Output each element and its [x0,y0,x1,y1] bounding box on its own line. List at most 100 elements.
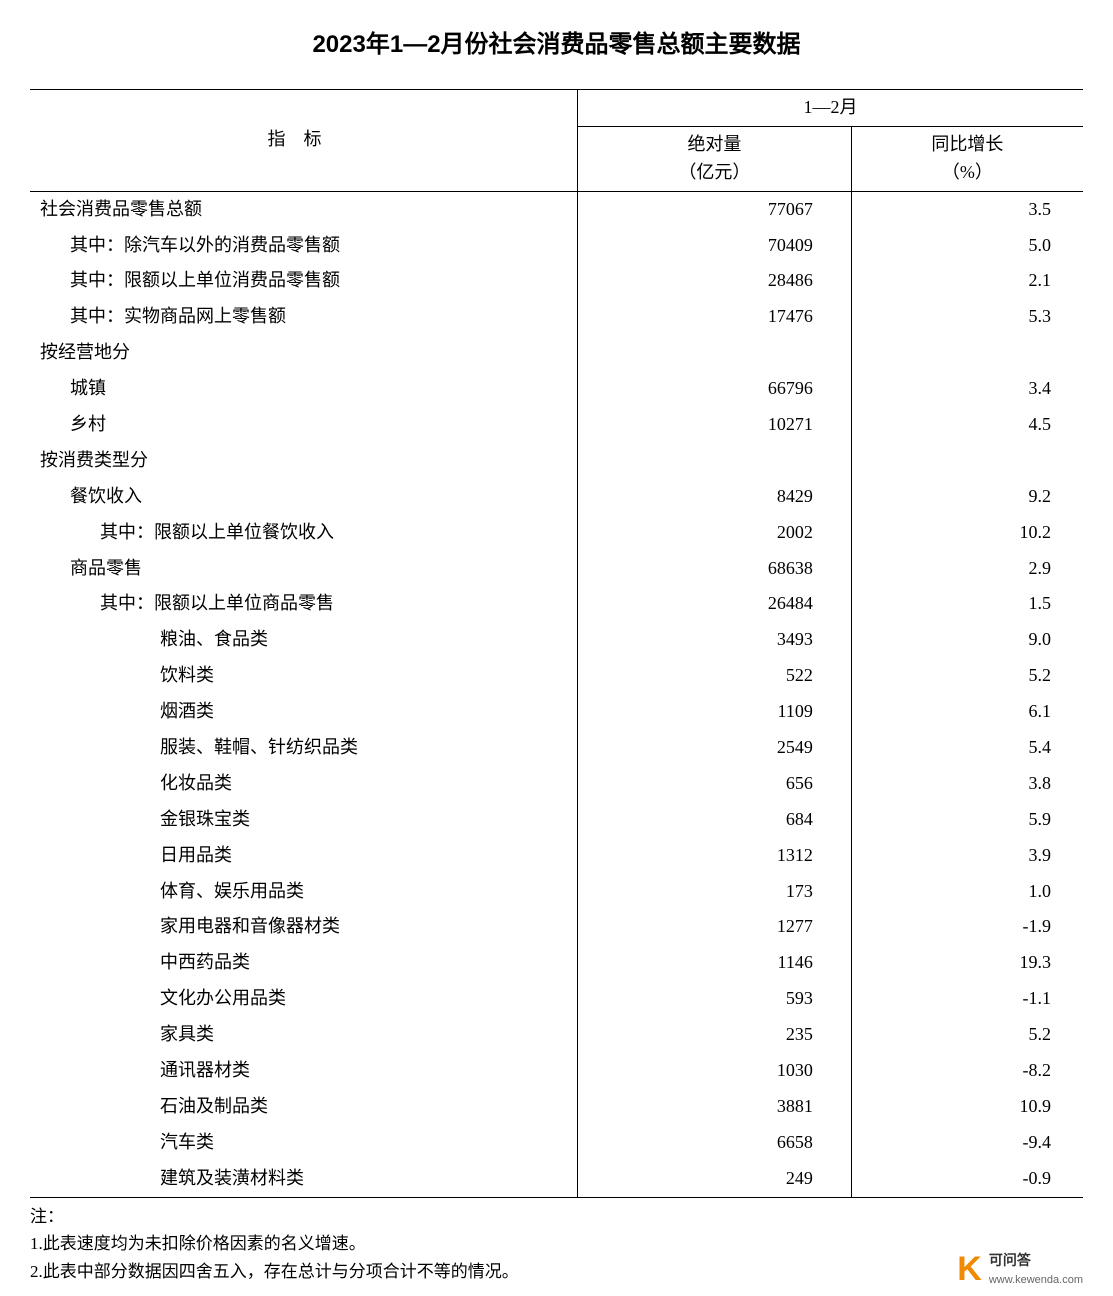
table-row: 商品零售686382.9 [30,551,1083,587]
row-growth: 3.5 [851,191,1083,227]
table-row: 按经营地分 [30,335,1083,371]
row-label: 城镇 [30,371,578,407]
row-amount: 173 [578,874,852,910]
table-row: 其中：限额以上单位消费品零售额284862.1 [30,263,1083,299]
row-label: 中西药品类 [30,945,578,981]
row-growth: 6.1 [851,694,1083,730]
row-growth: -8.2 [851,1053,1083,1089]
row-label: 烟酒类 [30,694,578,730]
site-watermark: K 可问答 www.kewenda.com [957,1250,1083,1286]
row-growth: 10.9 [851,1089,1083,1125]
table-row: 建筑及装潢材料类249-0.9 [30,1161,1083,1197]
row-label: 化妆品类 [30,766,578,802]
row-label: 汽车类 [30,1125,578,1161]
row-label: 乡村 [30,407,578,443]
row-label: 其中：限额以上单位商品零售 [30,586,578,622]
table-row: 其中：实物商品网上零售额174765.3 [30,299,1083,335]
row-label: 体育、娱乐用品类 [30,874,578,910]
row-label: 金银珠宝类 [30,802,578,838]
table-row: 饮料类5225.2 [30,658,1083,694]
table-row: 家具类2355.2 [30,1017,1083,1053]
row-label: 其中：除汽车以外的消费品零售额 [30,228,578,264]
retail-data-table: 指标 1—2月 绝对量 （亿元） 同比增长 （%） 社会消费品零售总额77067… [30,89,1083,1198]
table-row: 其中：除汽车以外的消费品零售额704095.0 [30,228,1083,264]
row-amount: 10271 [578,407,852,443]
row-amount: 249 [578,1161,852,1197]
table-row: 家用电器和音像器材类1277-1.9 [30,909,1083,945]
table-row: 服装、鞋帽、针纺织品类25495.4 [30,730,1083,766]
table-row: 化妆品类6563.8 [30,766,1083,802]
row-amount: 77067 [578,191,852,227]
row-amount: 68638 [578,551,852,587]
row-amount: 8429 [578,479,852,515]
row-amount: 2002 [578,515,852,551]
row-growth: 10.2 [851,515,1083,551]
table-row: 城镇667963.4 [30,371,1083,407]
watermark-text-url: www.kewenda.com [989,1274,1083,1286]
row-growth: 3.9 [851,838,1083,874]
row-label: 餐饮收入 [30,479,578,515]
row-label: 文化办公用品类 [30,981,578,1017]
row-amount: 3881 [578,1089,852,1125]
row-growth: -0.9 [851,1161,1083,1197]
row-label: 服装、鞋帽、针纺织品类 [30,730,578,766]
row-label: 通讯器材类 [30,1053,578,1089]
row-label: 其中：限额以上单位餐饮收入 [30,515,578,551]
table-row: 汽车类6658-9.4 [30,1125,1083,1161]
row-growth [851,335,1083,371]
watermark-k-icon: K [957,1252,982,1286]
row-amount: 593 [578,981,852,1017]
row-amount: 26484 [578,586,852,622]
row-label: 社会消费品零售总额 [30,191,578,227]
row-amount [578,443,852,479]
table-row: 其中：限额以上单位餐饮收入200210.2 [30,515,1083,551]
table-row: 乡村102714.5 [30,407,1083,443]
col-header-amount: 绝对量 （亿元） [578,126,852,191]
row-label: 饮料类 [30,658,578,694]
row-growth: 5.2 [851,1017,1083,1053]
table-row: 日用品类13123.9 [30,838,1083,874]
row-growth: 5.4 [851,730,1083,766]
notes-line-2: 2.此表中部分数据因四舍五入，存在总计与分项合计不等的情况。 [30,1259,1083,1285]
row-amount: 1030 [578,1053,852,1089]
row-label: 建筑及装潢材料类 [30,1161,578,1197]
row-amount: 3493 [578,622,852,658]
row-amount: 656 [578,766,852,802]
row-growth: -1.1 [851,981,1083,1017]
table-notes: 注： 1.此表速度均为未扣除价格因素的名义增速。 2.此表中部分数据因四舍五入，… [30,1204,1083,1285]
row-growth: 9.2 [851,479,1083,515]
row-growth: 9.0 [851,622,1083,658]
row-growth: 2.9 [851,551,1083,587]
table-row: 粮油、食品类34939.0 [30,622,1083,658]
row-amount: 6658 [578,1125,852,1161]
table-body: 社会消费品零售总额770673.5其中：除汽车以外的消费品零售额704095.0… [30,191,1083,1197]
row-label: 商品零售 [30,551,578,587]
row-amount: 1146 [578,945,852,981]
row-growth: -1.9 [851,909,1083,945]
row-growth: 1.5 [851,586,1083,622]
row-amount: 684 [578,802,852,838]
row-amount: 17476 [578,299,852,335]
row-label: 按经营地分 [30,335,578,371]
row-label: 粮油、食品类 [30,622,578,658]
table-row: 通讯器材类1030-8.2 [30,1053,1083,1089]
row-growth: 5.2 [851,658,1083,694]
col-header-period: 1—2月 [578,90,1083,127]
row-amount: 522 [578,658,852,694]
row-amount: 1312 [578,838,852,874]
row-growth: 5.0 [851,228,1083,264]
row-amount: 70409 [578,228,852,264]
row-amount: 235 [578,1017,852,1053]
row-amount: 66796 [578,371,852,407]
table-row: 中西药品类114619.3 [30,945,1083,981]
row-label: 石油及制品类 [30,1089,578,1125]
row-label: 其中：限额以上单位消费品零售额 [30,263,578,299]
table-row: 石油及制品类388110.9 [30,1089,1083,1125]
col-header-growth: 同比增长 （%） [851,126,1083,191]
row-growth: 3.4 [851,371,1083,407]
table-row: 金银珠宝类6845.9 [30,802,1083,838]
notes-lead: 注： [30,1204,1083,1230]
row-amount: 2549 [578,730,852,766]
row-amount: 28486 [578,263,852,299]
row-amount: 1277 [578,909,852,945]
